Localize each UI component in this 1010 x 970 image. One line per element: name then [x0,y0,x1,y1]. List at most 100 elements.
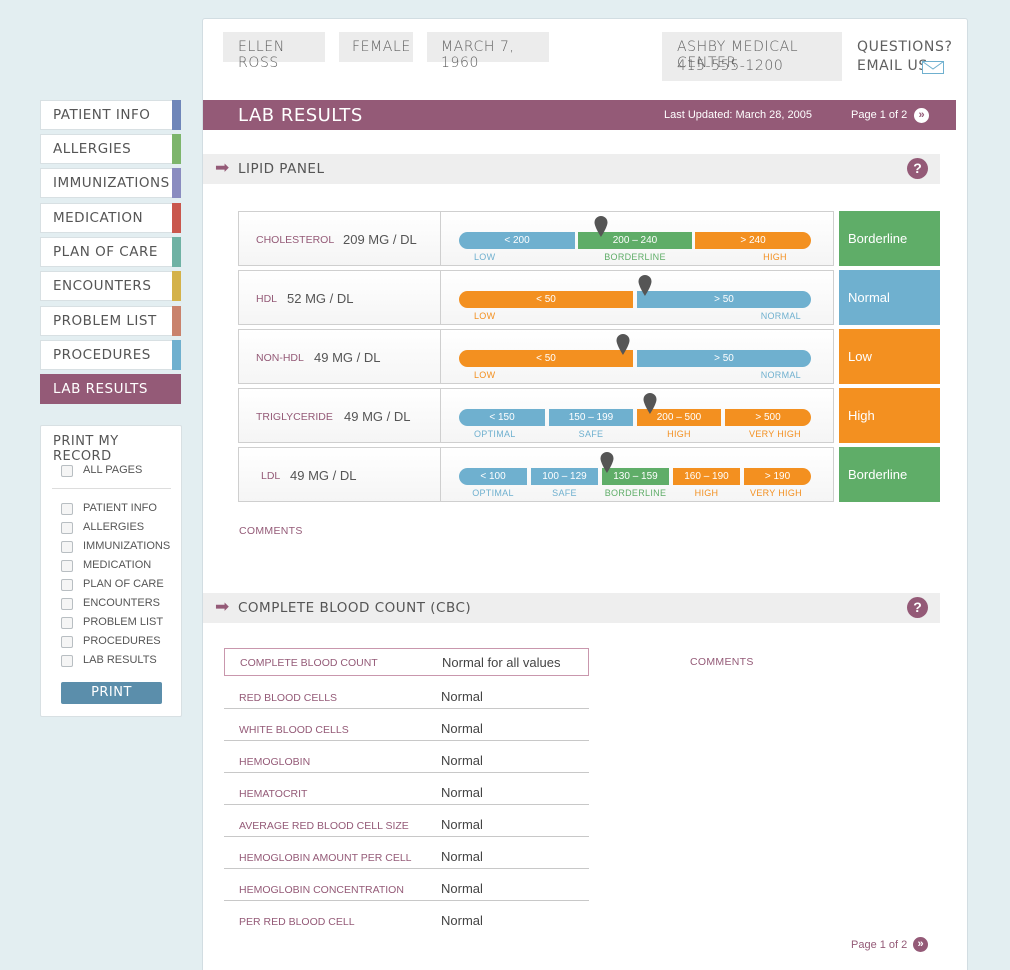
range-label: NORMAL [760,370,801,380]
table-row: HEMATOCRIT Normal [224,777,589,805]
sidebar-item-encounters[interactable]: ENCOUNTERS [40,271,181,301]
checkbox-immunizations[interactable] [61,541,73,553]
range-segment: 150 – 199 [549,409,633,426]
sidebar-item-patient-info[interactable]: PATIENT INFO [40,100,181,130]
range-label: HIGH [694,488,719,498]
range-segment: 160 – 190 [673,468,740,485]
divider [52,488,171,489]
sidebar-item-lab-results[interactable]: LAB RESULTS [40,374,181,404]
checkbox-label: IMMUNIZATIONS [83,540,171,552]
range-segment: < 50 [459,350,633,367]
arrow-right-icon: ➡ [215,597,230,616]
sidebar-item-problem-list[interactable]: PROBLEM LIST [40,306,181,336]
test-name: HEMOGLOBIN [239,756,311,768]
test-value: Normal [441,913,483,928]
checkbox-lab-results[interactable] [61,655,73,667]
checkbox-label: ENCOUNTERS [83,597,161,609]
map-pin-icon [643,393,657,414]
sidebar-item-medication[interactable]: MEDICATION [40,203,181,233]
test-name: WHITE BLOOD CELLS [239,724,349,736]
range-label: VERY HIGH [749,429,801,439]
sidebar-color-tab [172,237,181,267]
patient-gender-box: FEMALE [339,32,413,62]
medical-center-name: ASHBY MEDICAL CENTER [677,39,799,71]
test-name: LDL [261,470,281,482]
divider [440,389,441,442]
range-label: VERY HIGH [750,488,802,498]
cbc-header[interactable]: ➡ COMPLETE BLOOD COUNT (CBC) ? [203,593,940,623]
sidebar-item-label: LAB RESULTS [53,381,148,397]
checkbox-label: PATIENT INFO [83,502,157,514]
range-segment: > 500 [725,409,811,426]
sidebar-item-label: PLAN OF CARE [53,244,158,260]
test-name: HEMOGLOBIN AMOUNT PER CELL [239,852,412,864]
next-page-icon[interactable]: » [913,937,928,952]
status-badge: Normal [839,270,940,325]
checkbox-patient-info[interactable] [61,503,73,515]
sidebar-color-tab [172,340,181,370]
divider [440,448,441,501]
next-page-icon[interactable]: » [914,108,929,123]
help-icon[interactable]: ? [907,597,928,618]
checkbox-encounters[interactable] [61,598,73,610]
range-segment: > 240 [695,232,811,249]
last-updated-text: Last Updated: March 28, 2005 [664,109,812,121]
sidebar-item-plan-of-care[interactable]: PLAN OF CARE [40,237,181,267]
checkbox-allergies[interactable] [61,522,73,534]
lipid-row-non-hdl: NON-HDL 49 MG / DL < 50 > 50 LOW NORMAL [238,329,834,384]
arrow-right-icon: ➡ [215,158,230,177]
medical-center-phone: 415-555-1200 [677,58,784,74]
range-label: HIGH [667,429,691,439]
print-record-title: PRINT MY RECORD [53,434,119,464]
sidebar-item-allergies[interactable]: ALLERGIES [40,134,181,164]
sidebar-item-label: PROBLEM LIST [53,313,157,329]
test-value: 49 MG / DL [314,350,381,365]
checkbox-problem-list[interactable] [61,617,73,629]
range-label: NORMAL [760,311,801,321]
table-row: HEMOGLOBIN AMOUNT PER CELL Normal [224,841,589,869]
test-name: HEMOGLOBIN CONCENTRATION [239,884,404,896]
sidebar-item-label: ALLERGIES [53,141,132,157]
checkbox-procedures[interactable] [61,636,73,648]
sidebar-item-immunizations[interactable]: IMMUNIZATIONS [40,168,181,198]
sidebar-color-tab [172,203,181,233]
test-value: Normal [441,721,483,736]
test-value: Normal [441,785,483,800]
lipid-row-ldl: LDL 49 MG / DL < 100 100 – 129 130 – 159… [238,447,834,502]
test-value: Normal [441,753,483,768]
checkbox-label: PROCEDURES [83,635,161,647]
range-segment: 130 – 159 [602,468,669,485]
divider [440,212,441,265]
sidebar-item-procedures[interactable]: PROCEDURES [40,340,181,370]
range-label: LOW [474,370,496,380]
range-label: OPTIMAL [472,488,514,498]
range-segment: 200 – 500 [637,409,721,426]
checkbox-plan-of-care[interactable] [61,579,73,591]
page-title: LAB RESULTS [238,105,363,126]
sidebar-item-label: MEDICATION [53,210,144,226]
test-value: 49 MG / DL [290,468,357,483]
test-name: NON-HDL [256,352,304,364]
status-badge: High [839,388,940,443]
questions-label: QUESTIONS? [857,39,953,55]
print-button[interactable]: PRINT [61,682,162,704]
range-segment: > 190 [744,468,811,485]
patient-name-box: ELLEN ROSS [223,32,325,71]
test-name: RED BLOOD CELLS [239,692,338,704]
divider [440,271,441,324]
checkbox-label: MEDICATION [83,559,152,571]
sidebar-color-tab [172,271,181,301]
patient-name: ELLEN ROSS [238,39,285,71]
lipid-panel-header[interactable]: ➡ LIPID PANEL ? [203,154,940,184]
range-label: SAFE [552,488,577,498]
table-row: AVERAGE RED BLOOD CELL SIZE Normal [224,809,589,837]
test-name: HEMATOCRIT [239,788,308,800]
lab-results-banner: LAB RESULTS Last Updated: March 28, 2005… [203,100,956,130]
checkbox-all-pages[interactable] [61,465,73,477]
envelope-icon[interactable] [922,61,944,74]
email-us-link[interactable]: EMAIL US [857,58,928,74]
checkbox-label: PLAN OF CARE [83,578,164,590]
help-icon[interactable]: ? [907,158,928,179]
checkbox-medication[interactable] [61,560,73,572]
range-label: BORDERLINE [604,252,666,262]
